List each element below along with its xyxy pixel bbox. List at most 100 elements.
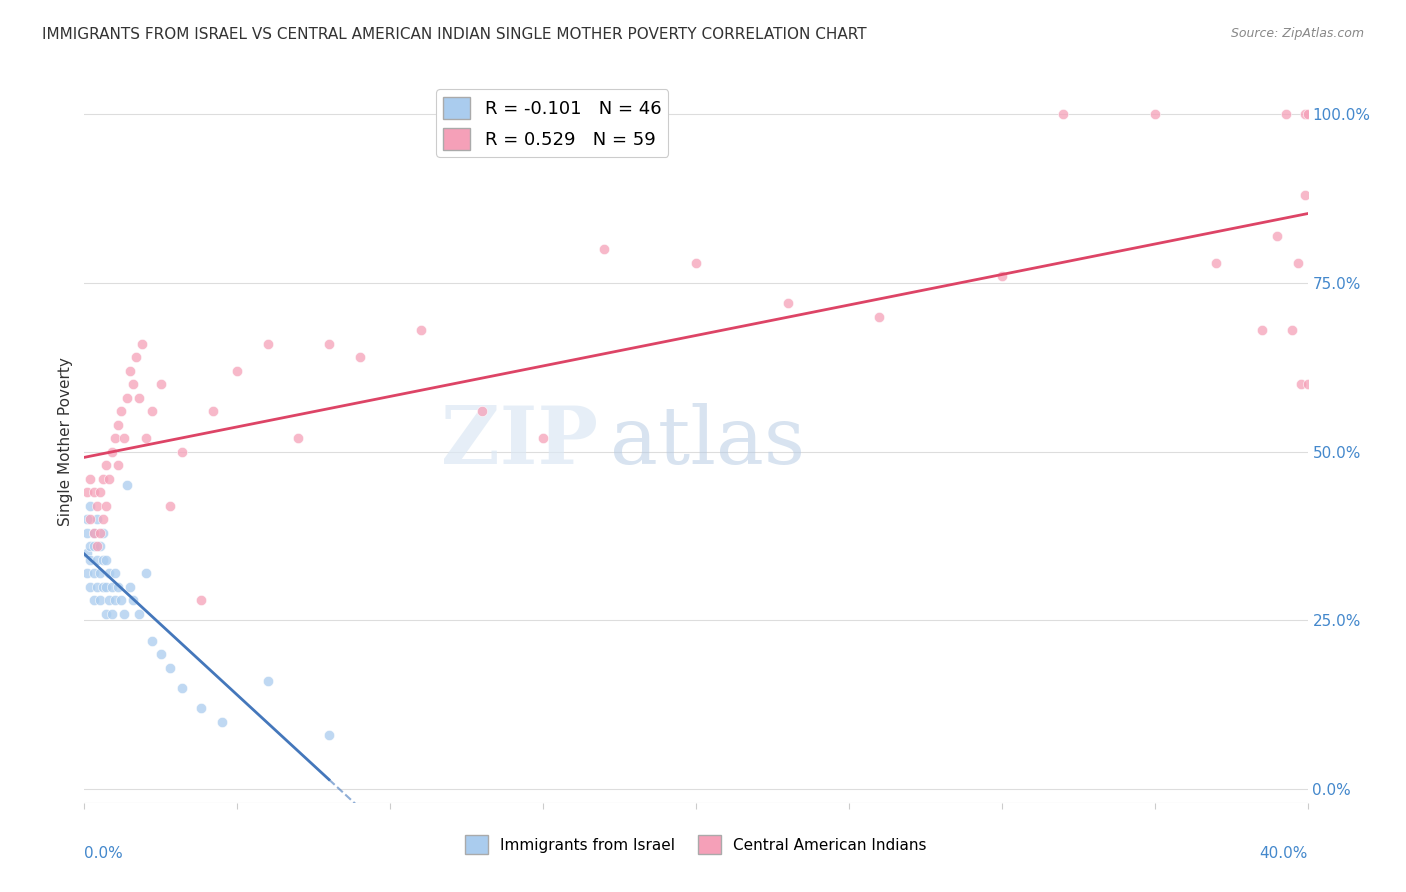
Point [172,444,194,458]
Point [97,593,120,607]
Point [128,607,150,621]
Point [89,539,111,553]
Point [107,417,129,432]
Point [190,593,212,607]
Point [110,593,132,607]
Point [83,539,105,553]
Point [91,512,114,526]
Point [1250,323,1272,337]
Point [91,580,114,594]
Point [131,336,153,351]
Point [1296,107,1319,121]
Point [89,525,111,540]
Point [76,485,98,500]
Point [94,580,117,594]
Point [104,431,127,445]
Point [91,525,114,540]
Point [869,310,891,324]
Point [83,485,105,500]
Point [79,512,101,526]
Legend: Immigrants from Israel, Central American Indians: Immigrants from Israel, Central American… [458,830,934,860]
Point [89,485,111,500]
Point [101,444,124,458]
Point [1275,107,1298,121]
Point [991,269,1014,284]
Point [76,546,98,560]
Point [211,714,233,729]
Point [110,404,132,418]
Point [135,566,157,581]
Point [1286,255,1309,269]
Point [76,512,98,526]
Point [76,566,98,581]
Point [141,404,163,418]
Point [149,647,172,661]
Point [107,580,129,594]
Point [593,242,616,256]
Point [172,681,194,695]
Point [94,552,117,566]
Point [115,391,138,405]
Point [104,566,127,581]
Point [1205,255,1227,269]
Point [201,404,224,418]
Point [79,580,101,594]
Text: atlas: atlas [610,402,806,481]
Point [685,255,707,269]
Point [104,593,127,607]
Point [1143,107,1166,121]
Point [776,296,799,310]
Point [122,377,145,392]
Point [86,539,108,553]
Point [83,566,105,581]
Point [76,525,98,540]
Point [86,499,108,513]
Text: 40.0%: 40.0% [1260,847,1308,861]
Point [97,566,120,581]
Point [226,364,249,378]
Point [120,580,142,594]
Point [83,525,105,540]
Point [135,431,157,445]
Point [94,458,117,472]
Point [531,431,554,445]
Point [86,580,108,594]
Point [159,661,181,675]
Point [120,364,142,378]
Text: IMMIGRANTS FROM ISRAEL VS CENTRAL AMERICAN INDIAN SINGLE MOTHER POVERTY CORRELAT: IMMIGRANTS FROM ISRAEL VS CENTRAL AMERIC… [42,27,868,42]
Point [94,607,117,621]
Y-axis label: Single Mother Poverty: Single Mother Poverty [58,357,73,526]
Point [122,593,145,607]
Point [287,431,309,445]
Point [349,350,371,364]
Point [318,728,340,742]
Point [86,512,108,526]
Point [112,607,135,621]
Point [159,499,181,513]
Point [1294,107,1316,121]
Point [79,539,101,553]
Point [89,593,111,607]
Point [149,377,172,392]
Point [1052,107,1074,121]
Point [115,478,138,492]
Point [125,350,148,364]
Point [128,391,150,405]
Point [112,431,135,445]
Point [79,552,101,566]
Point [107,458,129,472]
Point [1281,323,1303,337]
Point [101,580,124,594]
Text: Source: ZipAtlas.com: Source: ZipAtlas.com [1230,27,1364,40]
Point [1294,188,1316,202]
Point [91,552,114,566]
Point [318,336,340,351]
Point [79,499,101,513]
Point [91,472,114,486]
Point [89,566,111,581]
Point [86,552,108,566]
Point [83,525,105,540]
Text: 0.0%: 0.0% [84,847,124,861]
Point [1291,377,1313,392]
Point [1265,228,1288,243]
